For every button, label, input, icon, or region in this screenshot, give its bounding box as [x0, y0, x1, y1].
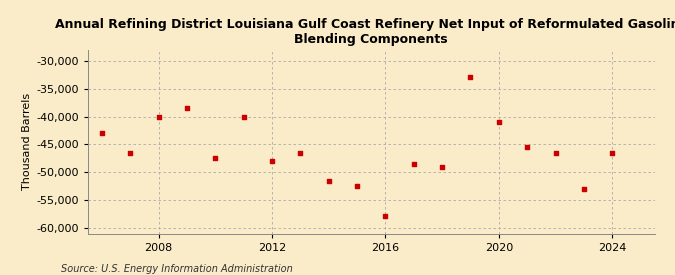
Y-axis label: Thousand Barrels: Thousand Barrels	[22, 93, 32, 190]
Title: Annual Refining District Louisiana Gulf Coast Refinery Net Input of Reformulated: Annual Refining District Louisiana Gulf …	[55, 18, 675, 46]
Point	[522, 145, 533, 149]
Point	[267, 159, 277, 163]
Point	[153, 114, 164, 119]
Point	[578, 187, 589, 191]
Point	[380, 214, 391, 218]
Point	[493, 120, 504, 124]
Point	[465, 75, 476, 80]
Point	[295, 151, 306, 155]
Text: Source: U.S. Energy Information Administration: Source: U.S. Energy Information Administ…	[61, 264, 292, 274]
Point	[323, 178, 334, 183]
Point	[437, 164, 448, 169]
Point	[182, 106, 192, 110]
Point	[210, 156, 221, 161]
Point	[238, 114, 249, 119]
Point	[97, 131, 107, 136]
Point	[408, 162, 419, 166]
Point	[352, 184, 362, 188]
Point	[125, 151, 136, 155]
Point	[550, 151, 561, 155]
Point	[607, 151, 618, 155]
